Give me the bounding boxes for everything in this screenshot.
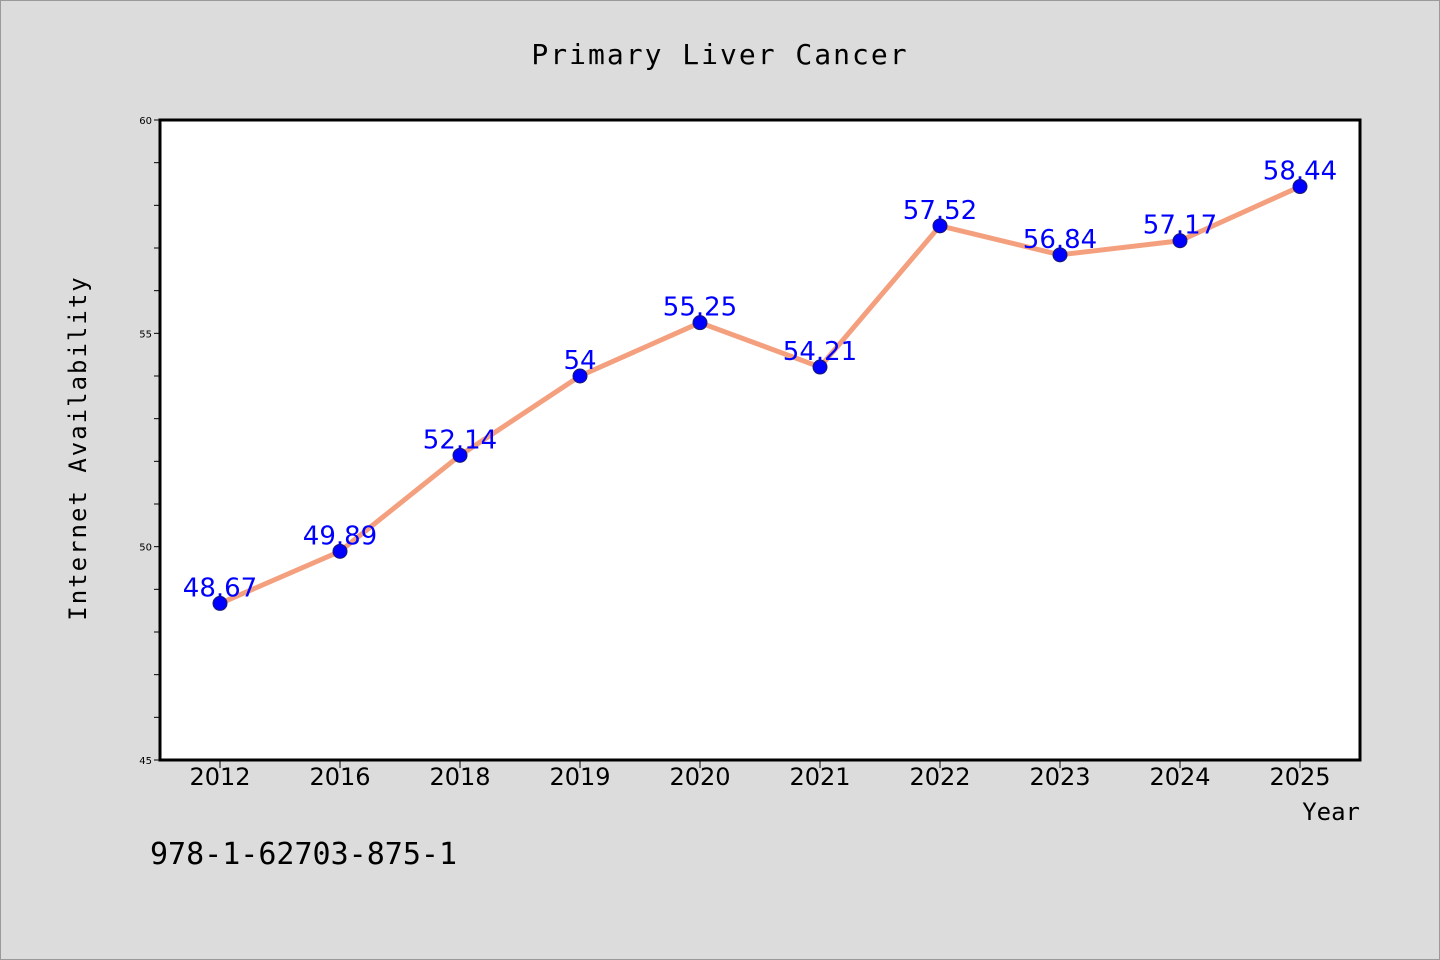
y-tick-label: 55: [139, 329, 152, 340]
x-tick-label: 2016: [309, 763, 370, 791]
data-point: [932, 218, 948, 234]
data-label: 49.89: [303, 521, 377, 551]
data-label: 54: [563, 346, 596, 376]
data-point: [692, 315, 708, 331]
x-tick-label: 2024: [1149, 763, 1210, 791]
data-label: 48.67: [183, 573, 257, 603]
data-point: [1172, 233, 1188, 249]
data-label: 52.14: [423, 425, 497, 455]
data-point: [572, 368, 588, 384]
data-label: 54.21: [783, 337, 857, 367]
data-point: [452, 447, 468, 463]
x-tick-label: 2019: [549, 763, 610, 791]
x-tick-label: 2021: [789, 763, 850, 791]
y-axis-ticks: 45 50 55 60: [139, 116, 160, 767]
plot-border: [158, 118, 1362, 762]
data-point: [1292, 179, 1308, 195]
chart-title: Primary Liver Cancer: [531, 38, 908, 71]
x-tick-label: 2020: [669, 763, 730, 791]
y-axis-label: Internet Availability: [64, 275, 92, 620]
data-point: [812, 359, 828, 375]
data-point: [212, 595, 228, 611]
series-layer: 48.67 49.89 52.14 54 55.25 54.21 57.52 56.84 57.…: [183, 157, 1337, 611]
x-tick-label: 2025: [1269, 763, 1330, 791]
x-tick-label: 2023: [1029, 763, 1090, 791]
data-point: [1052, 247, 1068, 263]
x-axis-label: Year: [1302, 798, 1360, 826]
data-label: 57.52: [903, 196, 977, 226]
y-tick-label: 60: [139, 116, 152, 127]
footer-code: 978-1-62703-875-1: [150, 837, 457, 872]
x-tick-label: 2018: [429, 763, 490, 791]
plot-area: [160, 120, 1360, 760]
data-label: 56.84: [1023, 225, 1097, 255]
x-axis-ticks: 2012 2016 2018 2019 2020 2021 2022 2023 2024 2025: [189, 760, 1331, 791]
y-tick-label: 50: [139, 543, 152, 554]
y-tick-label: 45: [139, 756, 152, 767]
x-tick-label: 2012: [189, 763, 250, 791]
data-label: 58.44: [1263, 157, 1337, 187]
x-tick-label: 2022: [909, 763, 970, 791]
series-line: [219, 184, 1302, 606]
data-point: [332, 543, 348, 559]
data-label: 55.25: [663, 293, 737, 323]
data-label: 57.17: [1143, 211, 1217, 241]
